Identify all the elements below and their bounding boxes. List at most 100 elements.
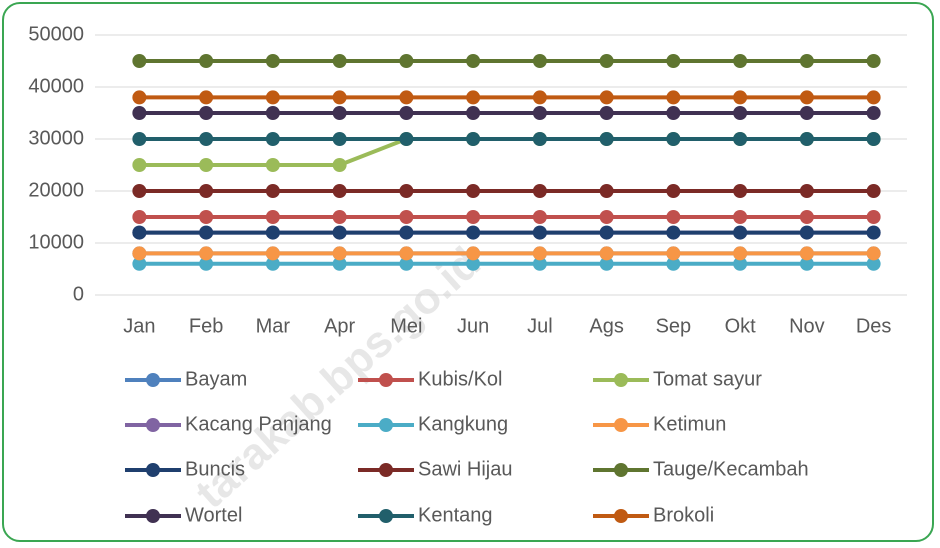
data-point	[132, 225, 147, 240]
data-point	[399, 246, 414, 261]
data-point	[866, 210, 881, 224]
data-point	[666, 210, 681, 224]
data-point	[733, 54, 748, 68]
data-point	[265, 54, 280, 68]
data-point	[265, 158, 280, 172]
data-point	[199, 256, 214, 271]
data-point	[199, 158, 214, 172]
x-tick-label: Jul	[527, 315, 553, 337]
legend-marker	[146, 463, 160, 477]
legend-label: Buncis	[185, 458, 245, 480]
data-point	[265, 184, 280, 198]
legend-marker	[379, 463, 393, 477]
data-point	[132, 54, 147, 68]
x-tick-label: Jun	[457, 315, 489, 337]
y-tick-label: 10000	[28, 231, 84, 253]
data-point	[532, 210, 547, 224]
data-point	[399, 132, 414, 146]
data-point	[799, 132, 814, 146]
data-point	[265, 225, 280, 240]
data-point	[799, 184, 814, 198]
data-point	[399, 54, 414, 68]
legend-label: Sawi Hijau	[418, 458, 512, 480]
data-point	[666, 132, 681, 146]
data-point	[132, 246, 147, 261]
data-point	[532, 106, 547, 120]
data-point	[332, 54, 347, 68]
data-point	[332, 225, 347, 240]
data-point	[599, 106, 614, 120]
legend-label: Kacang Panjang	[185, 413, 332, 435]
data-point	[265, 210, 280, 224]
y-tick-label: 0	[73, 283, 84, 305]
legend-label: Bayam	[185, 368, 247, 390]
legend-marker	[614, 373, 628, 387]
data-point	[466, 90, 481, 105]
y-tick-label: 30000	[28, 127, 84, 149]
data-point	[466, 256, 481, 271]
data-point	[332, 210, 347, 224]
data-point	[733, 132, 748, 146]
x-tick-label: Des	[856, 315, 892, 337]
data-point	[399, 106, 414, 120]
legend-marker	[614, 509, 628, 523]
data-point	[866, 256, 881, 271]
data-point	[799, 246, 814, 261]
data-point	[866, 246, 881, 261]
x-tick-label: Feb	[189, 315, 223, 337]
data-point	[199, 210, 214, 224]
data-point	[332, 256, 347, 271]
data-point	[866, 90, 881, 105]
legend-label: Kangkung	[418, 413, 508, 435]
data-point	[599, 132, 614, 146]
data-point	[599, 246, 614, 261]
legend-label: Wortel	[185, 504, 242, 526]
data-point	[799, 90, 814, 105]
data-point	[399, 210, 414, 224]
data-point	[199, 225, 214, 240]
x-tick-label: Nov	[789, 315, 825, 337]
legend-label: Tomat sayur	[653, 368, 762, 390]
data-point	[733, 246, 748, 261]
data-point	[466, 54, 481, 68]
data-point	[733, 256, 748, 271]
data-point	[199, 54, 214, 68]
legend-marker	[614, 418, 628, 432]
data-point	[466, 184, 481, 198]
data-point	[199, 90, 214, 105]
data-point	[666, 225, 681, 240]
data-point	[132, 158, 147, 172]
data-point	[332, 90, 347, 105]
data-point	[265, 246, 280, 261]
data-point	[199, 132, 214, 146]
legend-marker	[379, 373, 393, 387]
data-point	[532, 54, 547, 68]
data-point	[733, 210, 748, 224]
data-point	[132, 184, 147, 198]
data-point	[399, 90, 414, 105]
data-point	[399, 184, 414, 198]
chart-frame	[2, 2, 934, 542]
legend-marker	[146, 509, 160, 523]
x-tick-label: Apr	[324, 315, 355, 337]
data-point	[332, 106, 347, 120]
data-point	[866, 184, 881, 198]
data-point	[199, 106, 214, 120]
data-point	[199, 184, 214, 198]
data-point	[733, 184, 748, 198]
data-point	[666, 184, 681, 198]
data-point	[532, 184, 547, 198]
data-point	[733, 225, 748, 240]
data-point	[599, 256, 614, 271]
series-line	[139, 137, 874, 167]
data-point	[532, 246, 547, 261]
data-point	[532, 132, 547, 146]
data-point	[199, 246, 214, 261]
legend-label: Ketimun	[653, 413, 726, 435]
data-point	[532, 90, 547, 105]
x-tick-label: Mar	[256, 315, 291, 337]
data-point	[466, 210, 481, 224]
data-point	[599, 54, 614, 68]
data-point	[666, 256, 681, 271]
